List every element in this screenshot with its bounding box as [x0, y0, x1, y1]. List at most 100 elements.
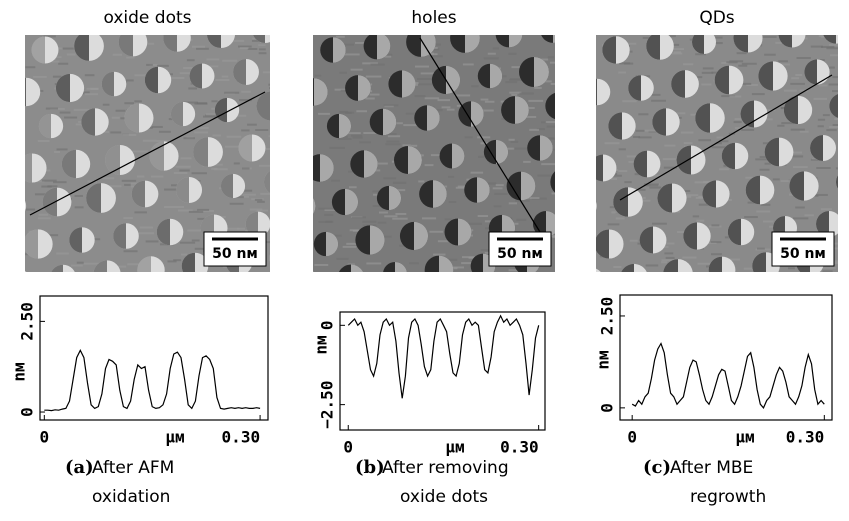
afm-dot — [798, 0, 823, 9]
afm-hole-rim — [308, 3, 321, 28]
afm-noise — [804, 214, 813, 216]
afm-noise — [146, 64, 153, 66]
afm-noise — [415, 95, 426, 97]
afm-dot — [277, 55, 304, 82]
afm-noise — [152, 126, 163, 128]
afm-hole-rim — [584, 130, 598, 158]
afm-noise — [58, 63, 68, 65]
profile-line — [632, 344, 824, 408]
afm-noise — [832, 90, 843, 92]
afm-noise — [829, 126, 842, 128]
afm-noise — [711, 241, 722, 243]
afm-noise — [67, 54, 76, 56]
afm-noise — [268, 84, 280, 86]
afm-noise — [42, 180, 57, 182]
afm-noise — [493, 187, 503, 189]
profile-line — [44, 350, 260, 410]
x-axis-label: μм — [735, 428, 754, 447]
afm-noise — [255, 129, 268, 131]
afm-noise — [481, 249, 490, 251]
afm-hole — [550, 167, 579, 196]
afm-noise — [240, 47, 249, 49]
afm-noise — [248, 48, 258, 50]
afm-hole — [514, 0, 543, 10]
afm-noise — [800, 131, 809, 133]
afm-noise — [816, 167, 830, 169]
plot-frame — [620, 295, 832, 420]
afm-noise — [54, 151, 60, 153]
afm-hole — [275, 40, 302, 67]
afm-dot-shadow — [0, 193, 13, 219]
afm-dot — [7, 3, 33, 29]
afm-noise — [146, 240, 159, 242]
afm-noise — [339, 72, 347, 74]
afm-image: 50 nм — [559, 0, 849, 297]
afm-noise — [463, 63, 474, 65]
afm-noise — [795, 74, 802, 76]
afm-noise — [227, 136, 242, 138]
afm-noise — [485, 101, 495, 103]
afm-noise — [75, 206, 84, 208]
afm-noise — [383, 177, 396, 179]
afm-dot-shadow — [0, 117, 7, 144]
afm-dot-shadow — [841, 0, 849, 6]
afm-noise — [488, 183, 497, 185]
afm-noise — [384, 215, 397, 217]
afm-dot — [575, 267, 604, 296]
afm-noise — [343, 246, 357, 248]
afm-noise — [331, 180, 340, 182]
afm-noise — [511, 141, 519, 143]
afm-noise — [176, 206, 184, 208]
afm-noise — [447, 109, 455, 111]
afm-noise — [39, 214, 49, 216]
x-tick-label: 0.30 — [500, 438, 539, 457]
afm-noise — [77, 262, 84, 264]
afm-noise — [197, 209, 209, 211]
afm-hole-rim — [396, 0, 410, 22]
afm-noise — [508, 53, 516, 55]
afm-noise — [719, 168, 729, 170]
scale-bar-label: 50 nм — [780, 246, 826, 262]
afm-dot-shadow — [565, 117, 578, 144]
afm-noise — [481, 99, 489, 101]
afm-noise — [790, 83, 805, 85]
afm-noise — [729, 95, 741, 97]
afm-dot-shadow — [622, 0, 635, 25]
figure: 50 nмoxide dots(a)After AFMoxidation02.5… — [0, 0, 849, 521]
afm-dot-shadow — [300, 87, 315, 117]
afm-noise — [760, 169, 770, 171]
scale-bar-label: 50 nм — [212, 246, 258, 262]
afm-noise — [124, 184, 131, 186]
afm-noise — [829, 44, 838, 46]
afm-dot — [0, 117, 20, 144]
afm-noise — [222, 76, 229, 78]
afm-noise — [734, 121, 742, 123]
afm-hole — [295, 270, 320, 295]
afm-noise — [64, 117, 77, 119]
afm-noise — [75, 195, 83, 197]
afm-noise — [737, 52, 747, 54]
afm-noise — [258, 44, 265, 46]
afm-noise — [738, 65, 747, 67]
afm-noise — [344, 53, 360, 55]
afm-noise — [696, 220, 704, 222]
afm-noise — [180, 242, 195, 244]
afm-hole — [283, 118, 307, 142]
afm-noise — [763, 221, 773, 223]
afm-dot — [0, 41, 14, 67]
afm-noise — [241, 91, 251, 93]
afm-noise — [388, 135, 400, 137]
afm-noise — [378, 222, 387, 224]
afm-noise — [409, 262, 419, 264]
afm-noise — [496, 184, 504, 186]
afm-noise — [187, 229, 202, 231]
afm-noise — [604, 142, 619, 144]
caption-line: After AFM — [92, 458, 174, 478]
afm-noise — [425, 97, 439, 99]
afm-noise — [438, 99, 450, 101]
afm-noise — [222, 60, 237, 62]
afm-noise — [445, 218, 452, 220]
afm-noise — [181, 254, 187, 256]
afm-noise — [834, 118, 840, 120]
afm-noise — [477, 136, 490, 138]
